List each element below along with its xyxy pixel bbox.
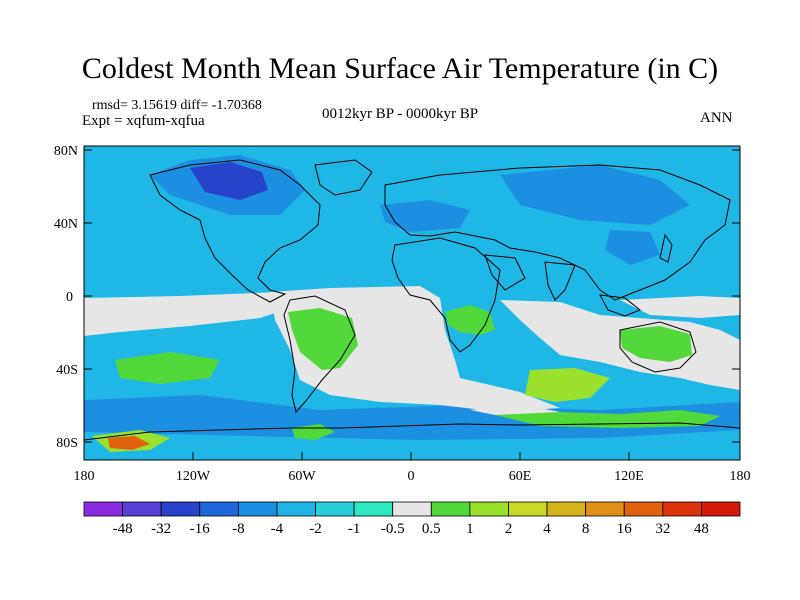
colorbar-swatch bbox=[508, 501, 548, 517]
coast-eurasia bbox=[384, 164, 731, 301]
map-frame bbox=[83, 145, 741, 461]
lat-tick-label: 40S bbox=[56, 363, 78, 378]
colorbar-swatch bbox=[199, 501, 239, 517]
season-label: ANN bbox=[700, 110, 733, 126]
colorbar-swatch bbox=[701, 501, 741, 517]
colorbar-label: -4 bbox=[271, 521, 284, 537]
colorbar-swatch bbox=[585, 501, 625, 517]
colorbar-swatch bbox=[623, 501, 664, 517]
coast-australia bbox=[619, 321, 697, 373]
neutral-east-pacific bbox=[620, 296, 740, 318]
colorbar-label: 16 bbox=[617, 521, 633, 537]
map-field bbox=[84, 146, 740, 460]
coast-africa bbox=[391, 237, 501, 353]
experiment-line: Expt = xqfum-xqfua bbox=[82, 113, 205, 129]
cold-anomaly-europe bbox=[380, 200, 470, 232]
colorbar-label: -8 bbox=[232, 521, 245, 537]
longitude-axis: 180 120W 60W 0 60E 120E 180 bbox=[74, 452, 751, 484]
neutral-pacific-band bbox=[84, 292, 300, 336]
colorbar-label: 1 bbox=[466, 521, 474, 537]
colorbar-label: 8 bbox=[582, 521, 590, 537]
coast-antarctica bbox=[84, 422, 740, 441]
coast-southeast-asia bbox=[599, 294, 641, 317]
warm-anomaly-australia bbox=[620, 326, 692, 362]
lon-tick-label: 0 bbox=[408, 469, 415, 484]
colorbar-label: 0.5 bbox=[422, 521, 441, 537]
warm-anomaly-south-pacific bbox=[115, 352, 220, 384]
colorbar-swatch bbox=[237, 501, 278, 517]
colorbar-label: -32 bbox=[151, 521, 171, 537]
coast-north-america bbox=[149, 159, 321, 303]
colorbar-swatch bbox=[469, 501, 509, 517]
latitude-axis: 80N 40N 0 40S 80S bbox=[54, 144, 740, 451]
colorbar-label: -2 bbox=[309, 521, 322, 537]
colorbar: -48 -32 -16 -8 -4 -2 -1 -0.5 0.5 1 2 4 8 16 32 48 bbox=[83, 501, 741, 537]
lon-tick-label: 60W bbox=[288, 469, 316, 484]
colorbar-swatch bbox=[160, 501, 201, 517]
warm-anomaly-south-america bbox=[288, 308, 358, 370]
colorbar-label: 32 bbox=[655, 521, 670, 537]
period-label: 0012kyr BP - 0000kyr BP bbox=[321, 106, 479, 122]
lon-tick-label: 120W bbox=[176, 469, 211, 484]
coast-japan bbox=[659, 233, 673, 263]
map-title: Coldest Month Mean Surface Air Temperatu… bbox=[81, 52, 719, 85]
cold-anomaly-canada-core bbox=[190, 162, 268, 200]
colorbar-swatch bbox=[315, 501, 355, 517]
coast-arabia bbox=[484, 254, 526, 291]
hot-anomaly-ross-sea-core bbox=[108, 436, 150, 450]
coast-greenland bbox=[314, 159, 373, 196]
coast-india bbox=[544, 261, 576, 301]
colorbar-label: -48 bbox=[113, 521, 133, 537]
coast-south-america bbox=[283, 295, 356, 414]
coastlines bbox=[84, 159, 740, 441]
lat-tick-label: 0 bbox=[66, 290, 73, 305]
colorbar-swatch bbox=[430, 501, 471, 517]
lon-tick-label: 60E bbox=[509, 469, 532, 484]
colorbar-swatch bbox=[546, 501, 587, 517]
colorbar-label: 4 bbox=[543, 521, 551, 537]
lat-tick-label: 80S bbox=[56, 436, 78, 451]
colorbar-label: 48 bbox=[694, 521, 709, 537]
lon-tick-label: 180 bbox=[74, 469, 95, 484]
colorbar-swatch bbox=[83, 501, 123, 517]
cold-anomaly-east-asia bbox=[605, 230, 660, 265]
warm-anomaly-africa bbox=[445, 305, 495, 335]
cold-anomaly-siberia bbox=[500, 165, 690, 225]
lat-tick-label: 80N bbox=[54, 144, 78, 159]
stats-line: rmsd= 3.15619 diff= -1.70368 bbox=[92, 98, 262, 113]
warm-anomaly-indian bbox=[525, 368, 610, 402]
colorbar-label: -1 bbox=[348, 521, 361, 537]
lat-tick-label: 40N bbox=[54, 217, 78, 232]
lon-tick-label: 180 bbox=[730, 469, 751, 484]
colorbar-swatch bbox=[353, 501, 394, 517]
colorbar-swatch bbox=[392, 501, 432, 517]
colorbar-swatch bbox=[122, 501, 162, 517]
colorbar-swatch bbox=[276, 501, 316, 517]
colorbar-label: -0.5 bbox=[381, 521, 405, 537]
colorbar-label: 2 bbox=[505, 521, 513, 537]
colorbar-swatch bbox=[662, 501, 702, 517]
colorbar-label: -16 bbox=[190, 521, 210, 537]
lon-tick-label: 120E bbox=[614, 469, 644, 484]
